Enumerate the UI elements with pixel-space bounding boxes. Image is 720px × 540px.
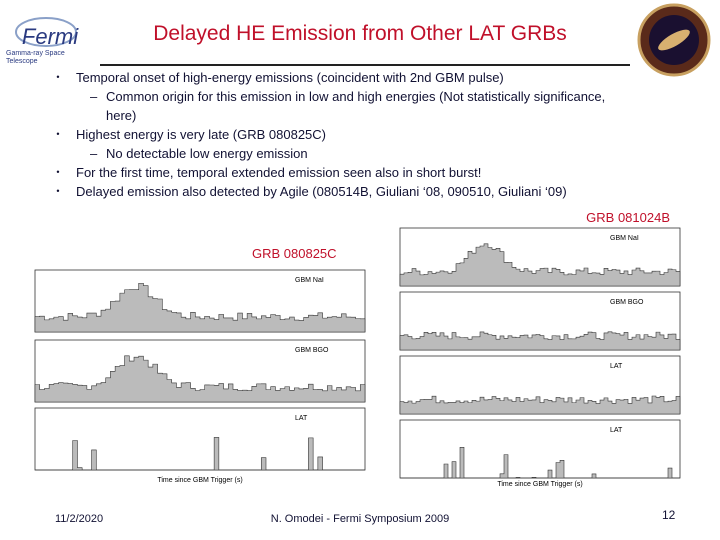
footer-author: N. Omodei - Fermi Symposium 2009 — [270, 513, 450, 525]
title-rule — [100, 64, 630, 66]
bullet-text: Temporal onset of high-energy emissions … — [76, 70, 504, 85]
bullet: • Temporal onset of high-energy emissions… — [40, 68, 700, 87]
footer-date: 11/2/2020 — [55, 513, 104, 525]
bullet: • For the first time, temporal extended e… — [40, 163, 700, 182]
figure-label: GRB 080825C — [252, 246, 337, 261]
bullet-text: For the first time, temporal extended em… — [76, 165, 482, 180]
light-curve — [399, 331, 681, 351]
sub-bullet: – Common origin for this emission in low … — [40, 87, 700, 125]
bullet-list: • Temporal onset of high-energy emissions… — [40, 68, 700, 201]
logo-text: Fermi — [22, 24, 79, 49]
sub-marker: – — [90, 89, 98, 104]
figures: GRB 080825C GBM NaI GBM BGO LAT Time since G… — [34, 210, 681, 488]
panel-label: GBM NaI — [295, 277, 324, 284]
light-curve — [399, 395, 681, 415]
x-axis-title: Time since GBM Trigger (s) — [157, 477, 242, 484]
sub-marker: – — [90, 146, 98, 161]
light-curve — [400, 447, 680, 479]
plot-frame — [34, 407, 366, 471]
panel-label: GBM BGO — [610, 299, 644, 306]
bullet-marker: • — [56, 167, 60, 177]
panel-label: LAT — [295, 415, 308, 422]
sub-text: No detectable low energy emission — [106, 146, 308, 161]
panel-label: GBM NaI — [610, 235, 639, 242]
bullet-text: Delayed emission also detected by Agile … — [76, 184, 567, 199]
panel-label: LAT — [610, 427, 623, 434]
page-number: 12 — [662, 508, 676, 522]
logo-sub-wrap: Gamma-ray Space Telescope — [6, 50, 65, 65]
panel-label: LAT — [610, 363, 623, 370]
panel-label: GBM BGO — [295, 347, 329, 354]
x-axis-title: Time since GBM Trigger (s) — [497, 481, 582, 488]
light-curve — [399, 243, 681, 287]
bullet-marker: • — [56, 129, 60, 139]
logo-subtitle: Gamma-ray Space Telescope — [6, 50, 65, 65]
sub-text: Common origin for this emission in low a… — [106, 89, 606, 123]
logo: Fermi Gamma-ray Space Telescope — [6, 17, 79, 65]
title: Delayed HE Emission from Other LAT GRBs — [153, 22, 567, 45]
sub-bullet: – No detectable low energy emission — [40, 144, 700, 163]
figure-label: GRB 081024B — [586, 210, 670, 225]
bullet: • Delayed emission also detected by Agile… — [40, 182, 700, 201]
bullet: • Highest energy is very late (GRB 080825… — [40, 125, 700, 144]
bullet-marker: • — [56, 72, 60, 82]
light-curve — [34, 282, 366, 333]
light-curve — [35, 437, 365, 471]
bullet-text: Highest energy is very late (GRB 080825C… — [76, 127, 327, 142]
plot-frame — [399, 419, 681, 479]
light-curve — [34, 355, 366, 403]
bullet-marker: • — [56, 186, 60, 196]
mission-patch — [637, 3, 711, 77]
logo-orbit — [15, 17, 77, 47]
